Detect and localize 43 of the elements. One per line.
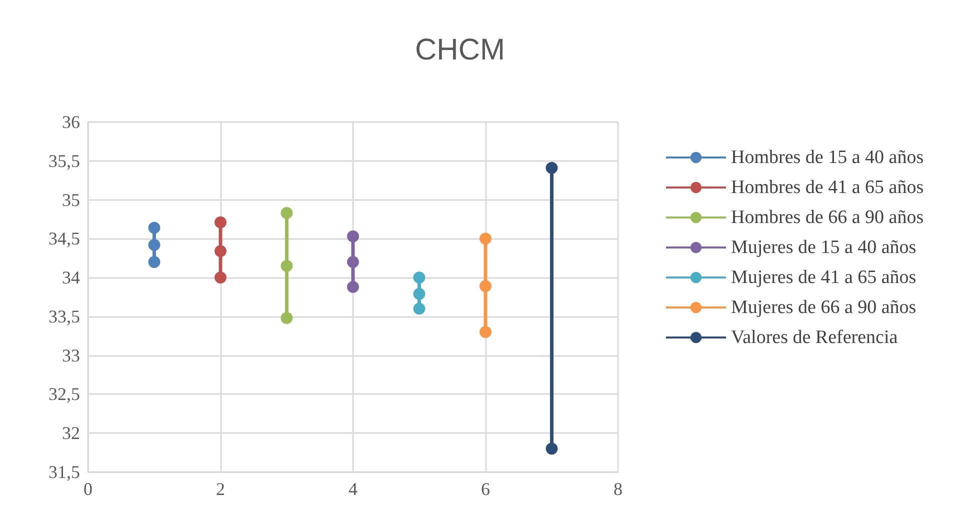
y-tick-label: 33 [62, 345, 80, 366]
point [347, 230, 359, 242]
point [546, 162, 558, 174]
point [480, 326, 492, 338]
legend-label: Mujeres de 41 a 65 años [731, 267, 916, 288]
point [413, 302, 426, 315]
point [148, 238, 160, 251]
point [413, 288, 426, 300]
point [214, 216, 226, 228]
point [280, 312, 293, 324]
y-tick-label: 35 [62, 190, 80, 210]
point [280, 260, 293, 272]
y-tick-label: 32 [62, 423, 80, 444]
legend-label: Mujeres de 15 a 40 años [731, 237, 916, 258]
legend-label: Hombres de 15 a 40 años [731, 147, 924, 168]
x-tick-label: 6 [481, 479, 490, 499]
y-tick-label: 31,5 [48, 462, 80, 482]
legend-label: Mujeres de 66 a 90 años [731, 297, 916, 318]
point [148, 256, 160, 268]
legend-label: Hombres de 66 a 90 años [731, 207, 924, 228]
x-tick-label: 8 [614, 479, 622, 499]
legend-label: Valores de Referencia [731, 327, 898, 348]
y-tick-label: 35,5 [48, 150, 80, 171]
point [214, 245, 226, 258]
point [546, 442, 558, 455]
chart-title: CHCM [415, 34, 505, 66]
x-tick-label: 4 [348, 479, 358, 499]
x-tick-label: 0 [84, 479, 92, 499]
y-tick-label: 36 [62, 112, 80, 132]
point [480, 280, 492, 292]
point [280, 207, 293, 219]
point [347, 280, 359, 293]
y-tick-label: 34,5 [48, 228, 80, 249]
point [480, 232, 492, 245]
y-tick-label: 32,5 [48, 384, 80, 404]
legend-label: Hombres de 41 a 65 años [731, 177, 924, 198]
point [148, 222, 160, 234]
point [347, 256, 359, 268]
point [413, 272, 426, 284]
y-tick-label: 33,5 [48, 306, 80, 326]
point [214, 272, 226, 284]
x-tick-label: 2 [216, 479, 225, 499]
y-tick-label: 34 [62, 268, 80, 288]
